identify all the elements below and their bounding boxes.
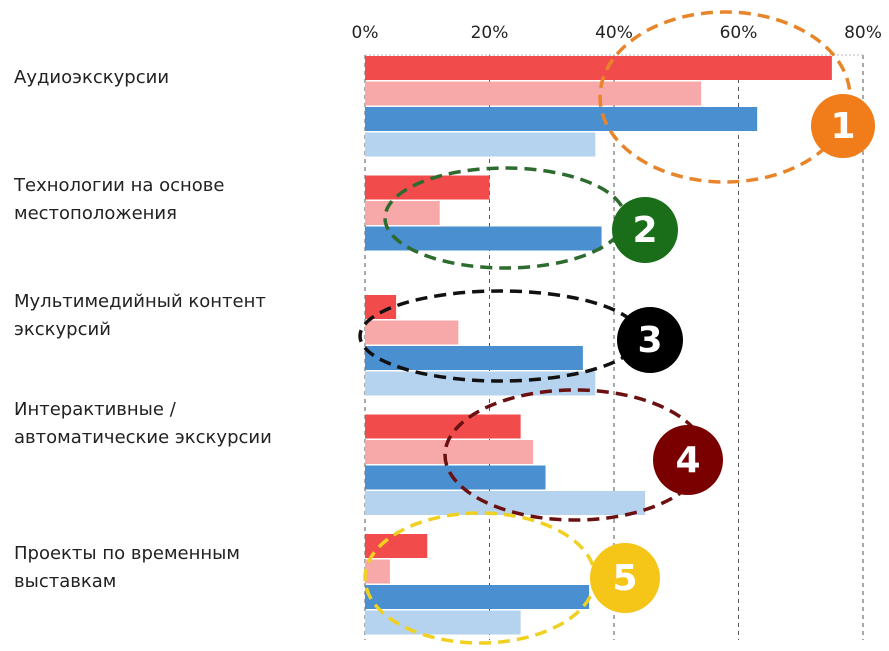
- bar: [365, 440, 534, 464]
- annotation-number: 5: [612, 558, 637, 599]
- annotation-badge: [612, 197, 678, 263]
- bar: [365, 414, 521, 439]
- annotation-number: 3: [637, 320, 662, 361]
- category-label: Технологии на основе местоположения: [14, 175, 225, 224]
- bar: [365, 346, 583, 370]
- bar: [365, 559, 390, 584]
- category-label: Аудиоэкскурсии: [14, 67, 170, 88]
- bar: [365, 585, 590, 609]
- x-tick-label: 0%: [352, 23, 379, 43]
- category-label: Проекты по временным выставкам: [14, 543, 240, 592]
- x-tick-label: 60%: [720, 23, 758, 43]
- bar: [365, 56, 832, 80]
- x-tick-label: 20%: [471, 23, 509, 43]
- category-label: Мультимедийный контент экскурсий: [14, 291, 266, 340]
- bar: [365, 226, 602, 251]
- bar: [365, 465, 546, 490]
- bar: [365, 132, 596, 157]
- bar: [365, 610, 521, 635]
- annotation-number: 4: [675, 440, 700, 481]
- bar: [365, 81, 702, 106]
- annotation-number: 1: [830, 106, 855, 147]
- annotation-number: 2: [632, 210, 657, 251]
- category-label: Интерактивные / автоматические экскурсии: [14, 399, 272, 448]
- bar: [365, 491, 646, 515]
- x-tick-label: 40%: [595, 23, 633, 43]
- annotation-badge: [617, 307, 683, 373]
- x-tick-label: 80%: [844, 23, 882, 43]
- bar: [365, 534, 428, 558]
- annotation-badge: [653, 425, 723, 495]
- bar: [365, 201, 440, 225]
- bar: [365, 295, 397, 319]
- annotation-badge: [811, 94, 875, 158]
- annotation-badge: [590, 543, 660, 613]
- bar: [365, 107, 758, 131]
- bar: [365, 320, 459, 345]
- bar: [365, 175, 490, 200]
